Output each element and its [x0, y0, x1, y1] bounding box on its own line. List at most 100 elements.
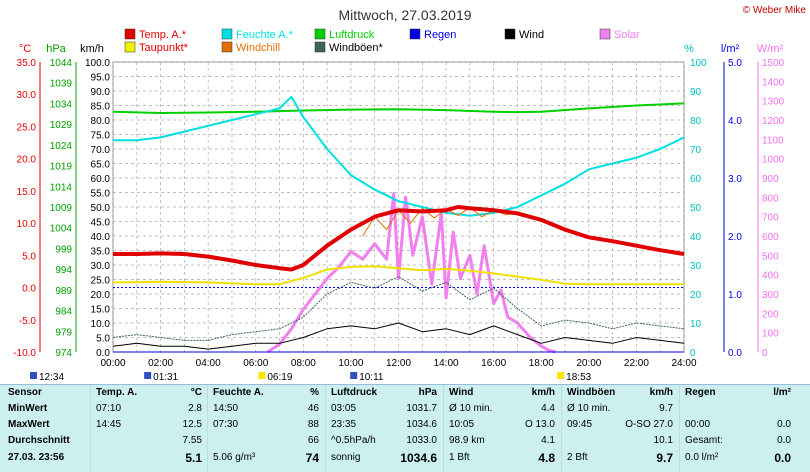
- tick-label-wind: 70.0: [91, 145, 111, 156]
- cell-label: 03:05: [331, 403, 356, 414]
- tick-label-rain: 1.0: [728, 290, 742, 301]
- tick-label-solar: 500: [762, 251, 779, 262]
- tick-label-x: 12:00: [386, 358, 411, 369]
- column-unit: %: [310, 387, 319, 398]
- tick-label-wind: 45.0: [91, 218, 111, 229]
- column-head: Luftdruck: [331, 387, 377, 398]
- column-unit: km/h: [650, 387, 673, 398]
- tick-label-solar: 200: [762, 309, 779, 320]
- tick-label-pressure: 994: [55, 265, 72, 276]
- cell-label: 0.0 l/m²: [685, 452, 718, 463]
- tick-label-solar: 1300: [762, 97, 785, 108]
- cell-value: 1033.0: [406, 435, 437, 446]
- row-label: MaxWert: [8, 419, 50, 430]
- cell-label: Gesamt:: [685, 435, 723, 446]
- tick-label-x: 18:00: [529, 358, 554, 369]
- tick-label-humidity: 50: [690, 203, 702, 214]
- cell-label: 00:00: [685, 419, 710, 430]
- cell-value: 46: [308, 403, 319, 414]
- column-head: Wind: [449, 387, 473, 398]
- tick-label-solar: 900: [762, 174, 779, 185]
- tick-label-solar: 1200: [762, 116, 785, 127]
- cell-value: 1031.7: [406, 403, 437, 414]
- tick-label-x: 24:00: [671, 358, 696, 369]
- tick-label-wind: 55.0: [91, 189, 111, 200]
- tick-label-solar: 100: [762, 329, 779, 340]
- legend-swatch: [505, 29, 515, 39]
- tick-label-humidity: 70: [690, 145, 702, 156]
- legend-label: Wind: [519, 29, 544, 41]
- column-head: Feuchte A.: [213, 387, 264, 398]
- tick-label-temp: 20.0: [17, 155, 37, 166]
- cell-value: 9.7: [656, 451, 673, 465]
- tick-label-pressure: 1009: [50, 203, 73, 214]
- tick-label-pressure: 1019: [50, 162, 73, 173]
- tick-label-pressure: 1024: [50, 141, 73, 152]
- tick-label-x: 10:00: [338, 358, 363, 369]
- marker-label: 18:53: [566, 372, 591, 383]
- column-unit: °C: [191, 387, 202, 398]
- weather-chart: Mittwoch, 27.03.2019 © Weber Mike Temp. …: [0, 0, 810, 384]
- tick-label-solar: 1000: [762, 155, 785, 166]
- tick-label-wind: 5.0: [96, 334, 110, 345]
- cell-value: 7.55: [183, 435, 202, 446]
- legend-label: Windchill: [236, 42, 280, 54]
- tick-label-pressure: 1034: [50, 99, 73, 110]
- axis-unit-solar: W/m²: [757, 43, 784, 55]
- tick-label-rain: 5.0: [728, 58, 742, 69]
- tick-label-rain: 3.0: [728, 174, 742, 185]
- legend-swatch: [600, 29, 610, 39]
- marker-icon: [350, 372, 357, 379]
- tick-label-x: 22:00: [624, 358, 649, 369]
- cell-label: ^0.5hPa/h: [331, 435, 376, 446]
- tick-label-wind: 50.0: [91, 203, 111, 214]
- legend-label: Luftdruck: [329, 29, 375, 41]
- tick-label-pressure: 984: [55, 307, 72, 318]
- cell-label: 98.9 km: [449, 435, 485, 446]
- tick-label-temp: 10.0: [17, 219, 37, 230]
- tick-label-temp: 35.0: [17, 58, 37, 69]
- row-label: MinWert: [8, 403, 47, 414]
- cell-label: Ø 10 min.: [449, 403, 492, 414]
- tick-label-pressure: 1029: [50, 120, 73, 131]
- legend-swatch: [222, 29, 232, 39]
- tick-label-solar: 1500: [762, 58, 785, 69]
- cell-value: O 13.0: [525, 419, 555, 430]
- cell-label: 07:30: [213, 419, 238, 430]
- marker-label: 10:11: [359, 372, 384, 383]
- tick-label-pressure: 1014: [50, 182, 73, 193]
- tick-label-pressure: 1004: [50, 224, 73, 235]
- tick-label-temp: -10.0: [13, 348, 36, 359]
- legend-swatch: [410, 29, 420, 39]
- cell-label: 09:45: [567, 419, 592, 430]
- cell-value: 2.8: [188, 403, 202, 414]
- cell-label: 07:10: [96, 403, 121, 414]
- legend-label: Taupunkt*: [139, 42, 189, 54]
- cell-value: 5.1: [185, 451, 202, 465]
- legend-label: Solar: [614, 29, 640, 41]
- tick-label-pressure: 999: [55, 244, 72, 255]
- cell-value: 4.4: [541, 403, 555, 414]
- cell-label: 14:50: [213, 403, 238, 414]
- marker-icon: [30, 372, 37, 379]
- cell-value: 1034.6: [400, 451, 437, 465]
- tick-label-x: 08:00: [291, 358, 316, 369]
- tick-label-wind: 80.0: [91, 116, 111, 127]
- tick-label-wind: 30.0: [91, 261, 111, 272]
- tick-label-pressure: 979: [55, 327, 72, 338]
- cell-value: 4.8: [538, 451, 555, 465]
- cell-value: 74: [306, 451, 319, 465]
- legend-label: Regen: [424, 29, 456, 41]
- tick-label-temp: 15.0: [17, 187, 37, 198]
- tick-label-humidity: 30: [690, 261, 702, 272]
- tick-label-wind: 60.0: [91, 174, 111, 185]
- marker-icon: [557, 372, 564, 379]
- cell-value: 0.0: [777, 419, 791, 430]
- legend-swatch: [125, 42, 135, 52]
- copyright-text: © Weber Mike: [743, 5, 807, 16]
- axis-unit-pressure: hPa: [46, 43, 66, 55]
- marker-label: 12:34: [39, 372, 64, 383]
- axis-unit-wind: km/h: [80, 43, 104, 55]
- legend-label: Windböen*: [329, 42, 384, 54]
